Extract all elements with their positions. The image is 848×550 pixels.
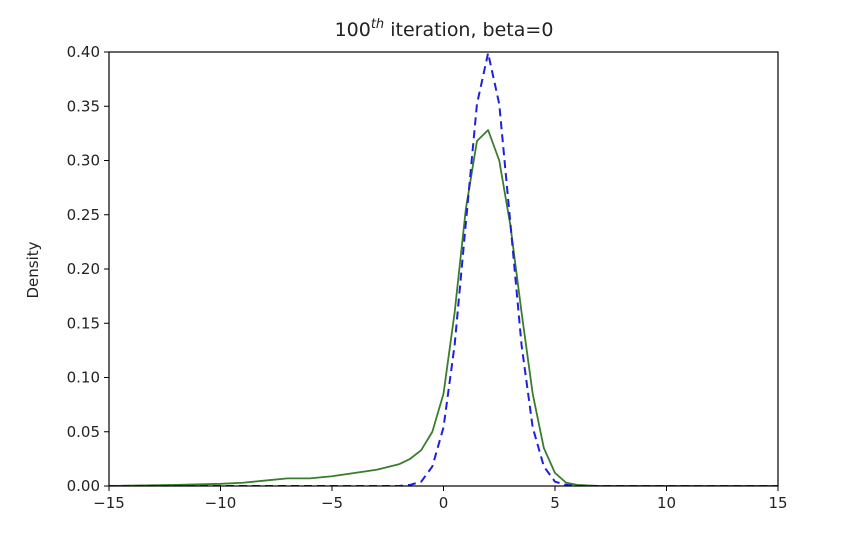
x-tick-label: −15 (93, 494, 125, 512)
chart-title-superscript: th (371, 17, 384, 32)
x-tick-label: 0 (439, 494, 449, 512)
x-tick-label: 10 (657, 494, 676, 512)
x-tick-label: 15 (768, 494, 787, 512)
x-tick-label: −10 (205, 494, 237, 512)
y-tick-label: 0.00 (67, 477, 100, 495)
x-tick-label: −5 (321, 494, 343, 512)
y-tick-label: 0.35 (67, 97, 100, 115)
x-tick-label: 5 (550, 494, 560, 512)
chart-title-number: 100 (335, 19, 371, 41)
y-tick-label: 0.40 (67, 43, 100, 61)
y-tick-label: 0.25 (67, 206, 100, 224)
chart-title: 100th iteration, beta=0 (335, 17, 554, 41)
series-line-dashed (109, 52, 778, 486)
y-tick-label: 0.30 (67, 152, 100, 170)
plot-area: −15 −10 −5 0 5 10 15 0.00 0.05 0.10 0.15 0.20 0.25 0.… (67, 43, 788, 512)
y-tick-label: 0.05 (67, 423, 100, 441)
y-tick-label: 0.10 (67, 369, 100, 387)
y-axis-label: Density (24, 241, 42, 298)
series-line-solid (109, 129, 778, 486)
chart-title-rest: iteration, beta=0 (384, 19, 553, 41)
y-tick-label: 0.15 (67, 314, 100, 332)
y-tick-label: 0.20 (67, 260, 100, 278)
